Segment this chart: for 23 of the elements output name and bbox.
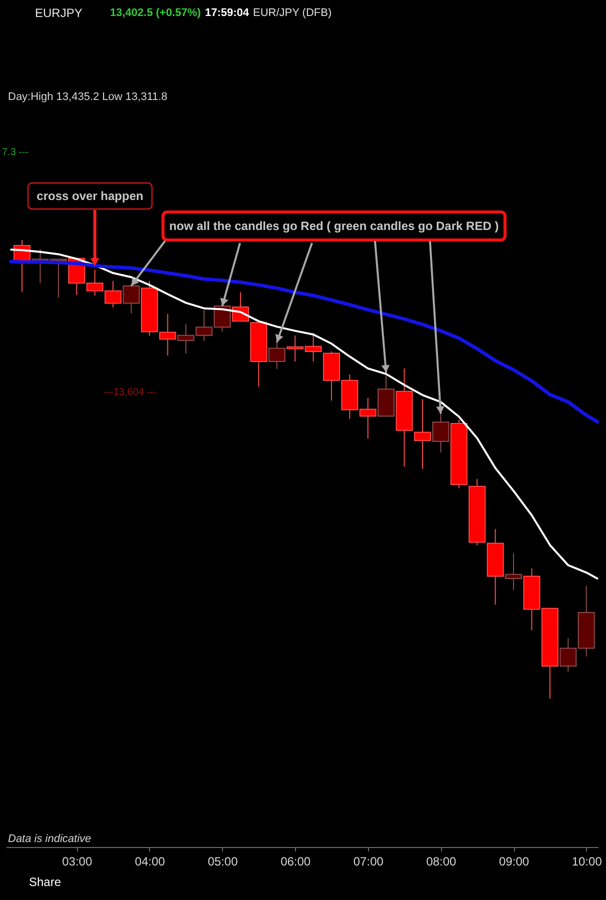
annotation: now all the candles go Red ( green candles go Dark RED ) (169, 219, 499, 233)
x-tick-label: 06:00 (280, 854, 311, 868)
x-tick-label: 09:00 (499, 854, 530, 868)
x-tick-label: 08:00 (426, 854, 457, 868)
chart-title: EURJPY (35, 6, 82, 20)
annotation: ---13,604 --- (103, 387, 157, 398)
candlestick (122, 285, 140, 314)
candlestick (414, 398, 432, 470)
text: Data is indicative (8, 833, 92, 845)
text: Share (29, 875, 62, 889)
candlestick (268, 342, 286, 370)
text: Day:High 13,435.2 Low 13,311.8 (8, 91, 168, 103)
x-tick-label: 10:00 (572, 854, 602, 868)
text: 13,402.5 (+0.57%) (110, 7, 202, 19)
x-tick-label: 03:00 (62, 854, 92, 868)
text: 17:59:04 (205, 7, 250, 19)
candlestick (505, 552, 522, 590)
x-tick-label: 04:00 (134, 854, 166, 868)
text: 7.3 --- (2, 147, 29, 158)
x-tick-label: 07:00 (353, 854, 384, 868)
annotation: cross over happen (36, 189, 144, 203)
x-tick-label: 05:00 (208, 854, 238, 868)
text: EUR/JPY (DFB) (253, 7, 332, 19)
